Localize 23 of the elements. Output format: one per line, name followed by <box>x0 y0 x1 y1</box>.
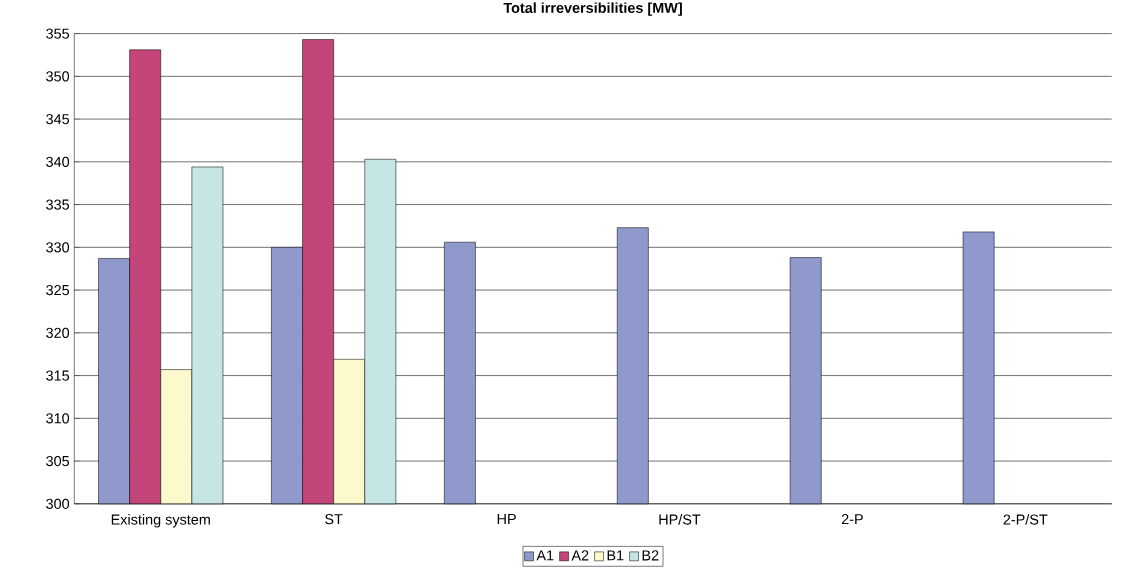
y-tick-label: 355 <box>46 28 70 39</box>
legend-label: B1 <box>607 550 624 561</box>
legend-label: A2 <box>571 550 589 561</box>
x-tick-label: HP <box>497 514 516 525</box>
y-tick-label: 350 <box>46 71 70 82</box>
legend-label: A1 <box>536 550 554 561</box>
y-tick-label: 345 <box>46 114 70 125</box>
y-tick-label: 315 <box>46 370 70 381</box>
x-tick-label: HP/ST <box>659 514 701 525</box>
y-tick-label: 340 <box>46 156 70 167</box>
y-tick-label: 300 <box>46 498 70 509</box>
chart-title: Total irreversibilities [MW] <box>503 2 682 16</box>
x-tick-label: 2-P <box>841 514 863 525</box>
y-tick-label: 330 <box>46 242 70 253</box>
legend-label: B2 <box>642 550 659 561</box>
y-tick-label: 320 <box>46 327 70 338</box>
x-tick-label: Existing system <box>111 514 210 528</box>
y-tick-label: 310 <box>46 413 70 424</box>
y-tick-label: 325 <box>46 285 70 296</box>
y-tick-label: 305 <box>46 456 70 467</box>
x-tick-label: ST <box>325 514 343 525</box>
y-tick-label: 335 <box>46 199 70 210</box>
x-tick-label: 2-P/ST <box>1003 514 1048 525</box>
